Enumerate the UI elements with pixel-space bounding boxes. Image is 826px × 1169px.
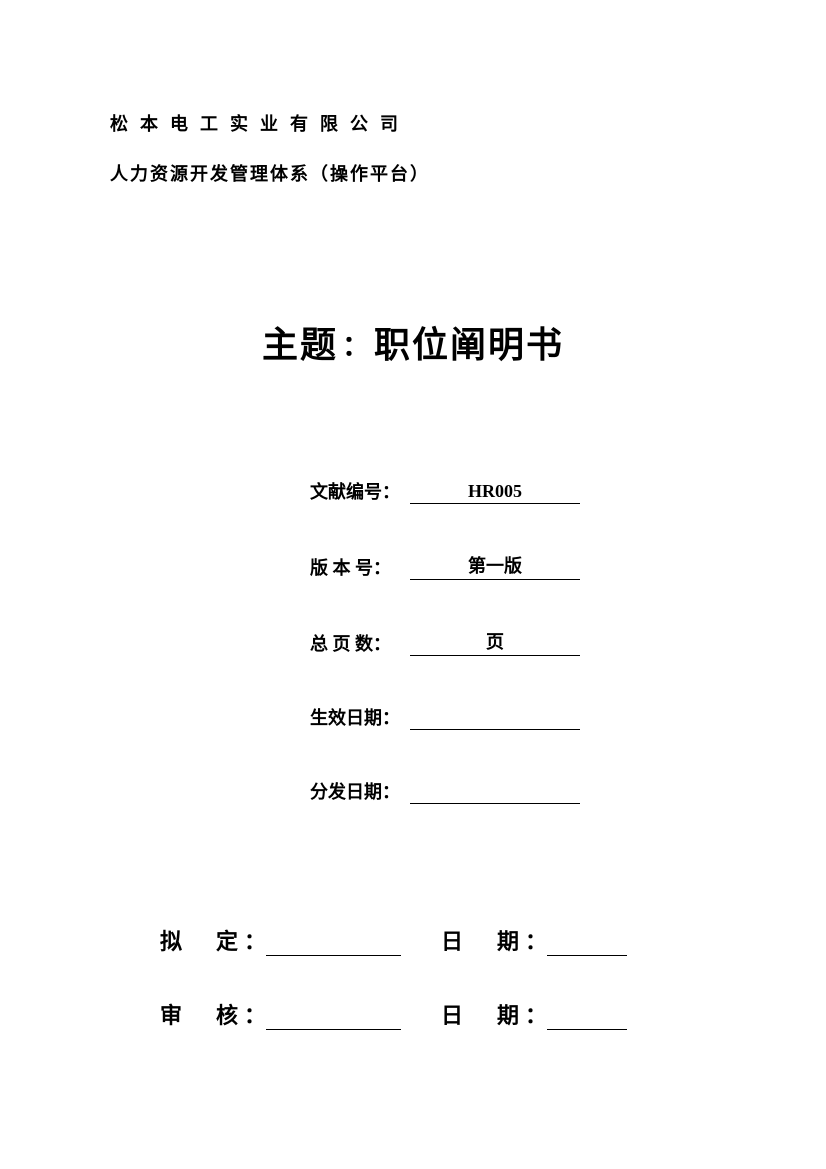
title-value: 职位阐明书	[374, 325, 564, 365]
drafted-date-line	[547, 934, 627, 956]
signature-section: 拟定： 日期： 审核： 日期：	[110, 924, 716, 1030]
version-value: 第一版	[410, 552, 580, 580]
effective-date-value	[410, 708, 580, 730]
drafted-colon: ：	[244, 924, 266, 956]
info-section: 文献编号： HR005 版 本 号： 第一版 总 页 数： 页 生效日期： 分发…	[110, 478, 716, 804]
system-name: 人力资源开发管理体系（操作平台）	[110, 160, 716, 186]
reviewed-row: 审核： 日期：	[160, 998, 716, 1030]
drafted-signature-line	[266, 934, 401, 956]
distribute-date-value	[410, 782, 580, 804]
reviewed-signature-line	[266, 1008, 401, 1030]
doc-number-value: HR005	[410, 481, 580, 504]
drafted-date-colon: ：	[525, 924, 547, 956]
effective-date-label: 生效日期：	[310, 704, 410, 730]
drafted-row: 拟定： 日期：	[160, 924, 716, 956]
doc-number-row: 文献编号： HR005	[310, 478, 716, 504]
title-label: 主题	[262, 325, 338, 365]
company-name: 松本电工实业有限公司	[110, 110, 716, 136]
total-pages-label: 总 页 数：	[310, 630, 410, 656]
reviewed-date-colon: ：	[525, 998, 547, 1030]
version-row: 版 本 号： 第一版	[310, 552, 716, 580]
reviewed-colon: ：	[244, 998, 266, 1030]
doc-number-label: 文献编号：	[310, 478, 410, 504]
reviewed-date-line	[547, 1008, 627, 1030]
title-colon: ：	[342, 331, 370, 362]
total-pages-value: 页	[410, 628, 580, 656]
effective-date-row: 生效日期：	[310, 704, 716, 730]
distribute-date-row: 分发日期：	[310, 778, 716, 804]
distribute-date-label: 分发日期：	[310, 778, 410, 804]
version-label: 版 本 号：	[310, 554, 410, 580]
document-title: 主题：职位阐明书	[110, 316, 716, 368]
total-pages-row: 总 页 数： 页	[310, 628, 716, 656]
